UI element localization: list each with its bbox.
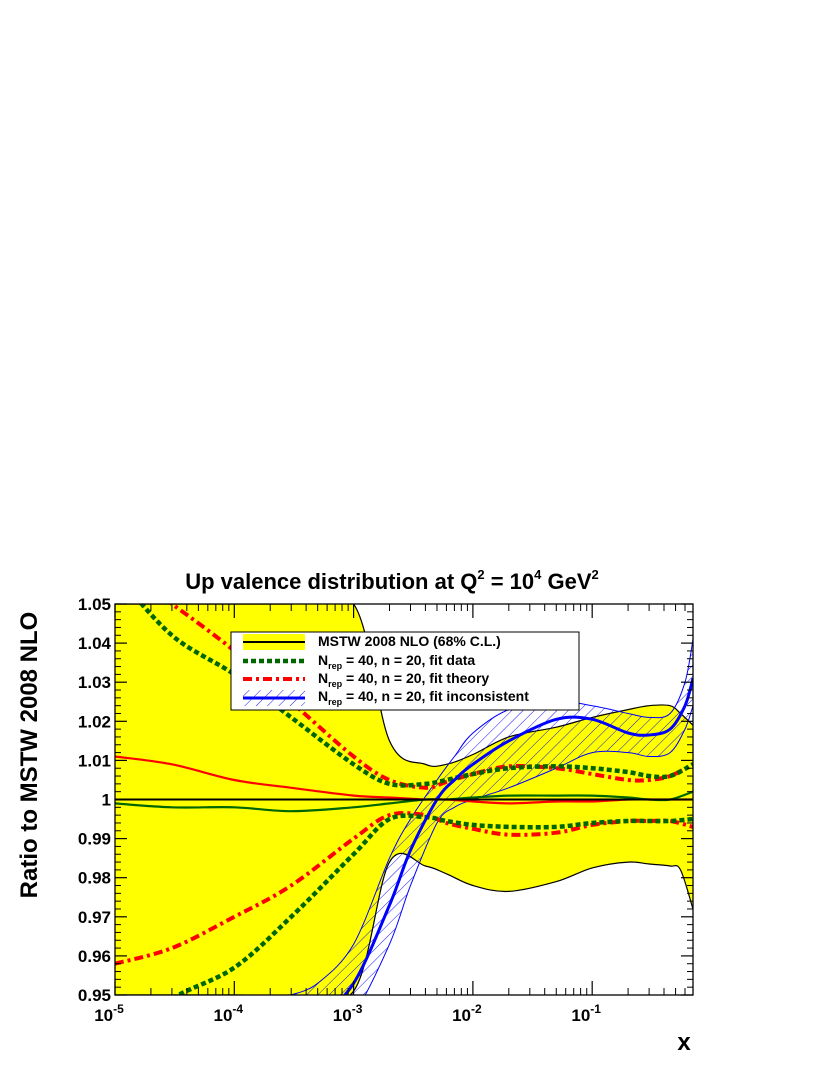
chart-title: Up valence distribution at Q2 = 104 GeV2: [185, 567, 599, 594]
mstw-band-lower: [115, 853, 693, 995]
y-tick-label: 0.97: [78, 908, 111, 927]
fit-data-lower: [174, 813, 693, 995]
legend-entry-fit-theory: Nrep = 40, n = 20, fit theory: [318, 670, 489, 689]
x-tick-label: 10-4: [213, 1002, 243, 1025]
legend-entry-mstw: MSTW 2008 NLO (68% C.L.): [318, 633, 501, 649]
fit-theory-lower: [115, 811, 693, 966]
legend-entry-fit-inconsistent: Nrep = 40, n = 20, fit inconsistent: [318, 688, 529, 707]
x-tick-label: 10-2: [452, 1002, 482, 1025]
y-tick-label: 1.04: [78, 634, 112, 653]
y-tick-label: 0.96: [78, 947, 111, 966]
y-tick-label: 1: [102, 791, 111, 810]
fit-inconsistent-band-upper: [290, 639, 693, 995]
y-axis-label: Ratio to MSTW 2008 NLO: [16, 612, 43, 899]
legend-entry-fit-data: Nrep = 40, n = 20, fit data: [318, 652, 475, 671]
y-tick-label: 1.05: [78, 595, 111, 614]
x-tick-label: 10-3: [333, 1002, 363, 1025]
y-tick-label: 1.02: [78, 712, 111, 731]
x-tick-label: 10-5: [94, 1002, 124, 1025]
y-tick-label: 1.03: [78, 673, 111, 692]
y-tick-label: 0.98: [78, 869, 111, 888]
fit-inconsistent-central: [342, 677, 693, 995]
legend: MSTW 2008 NLO (68% C.L.) Nrep = 40, n = …: [230, 631, 580, 711]
fit-inconsistent-band: [291, 639, 693, 995]
y-tick-label: 0.99: [78, 830, 111, 849]
y-tick-label: 0.95: [78, 986, 111, 1005]
x-tick-label: 10-1: [571, 1002, 601, 1025]
y-tick-label: 1.01: [78, 751, 111, 770]
x-axis-label: x: [677, 1029, 691, 1056]
